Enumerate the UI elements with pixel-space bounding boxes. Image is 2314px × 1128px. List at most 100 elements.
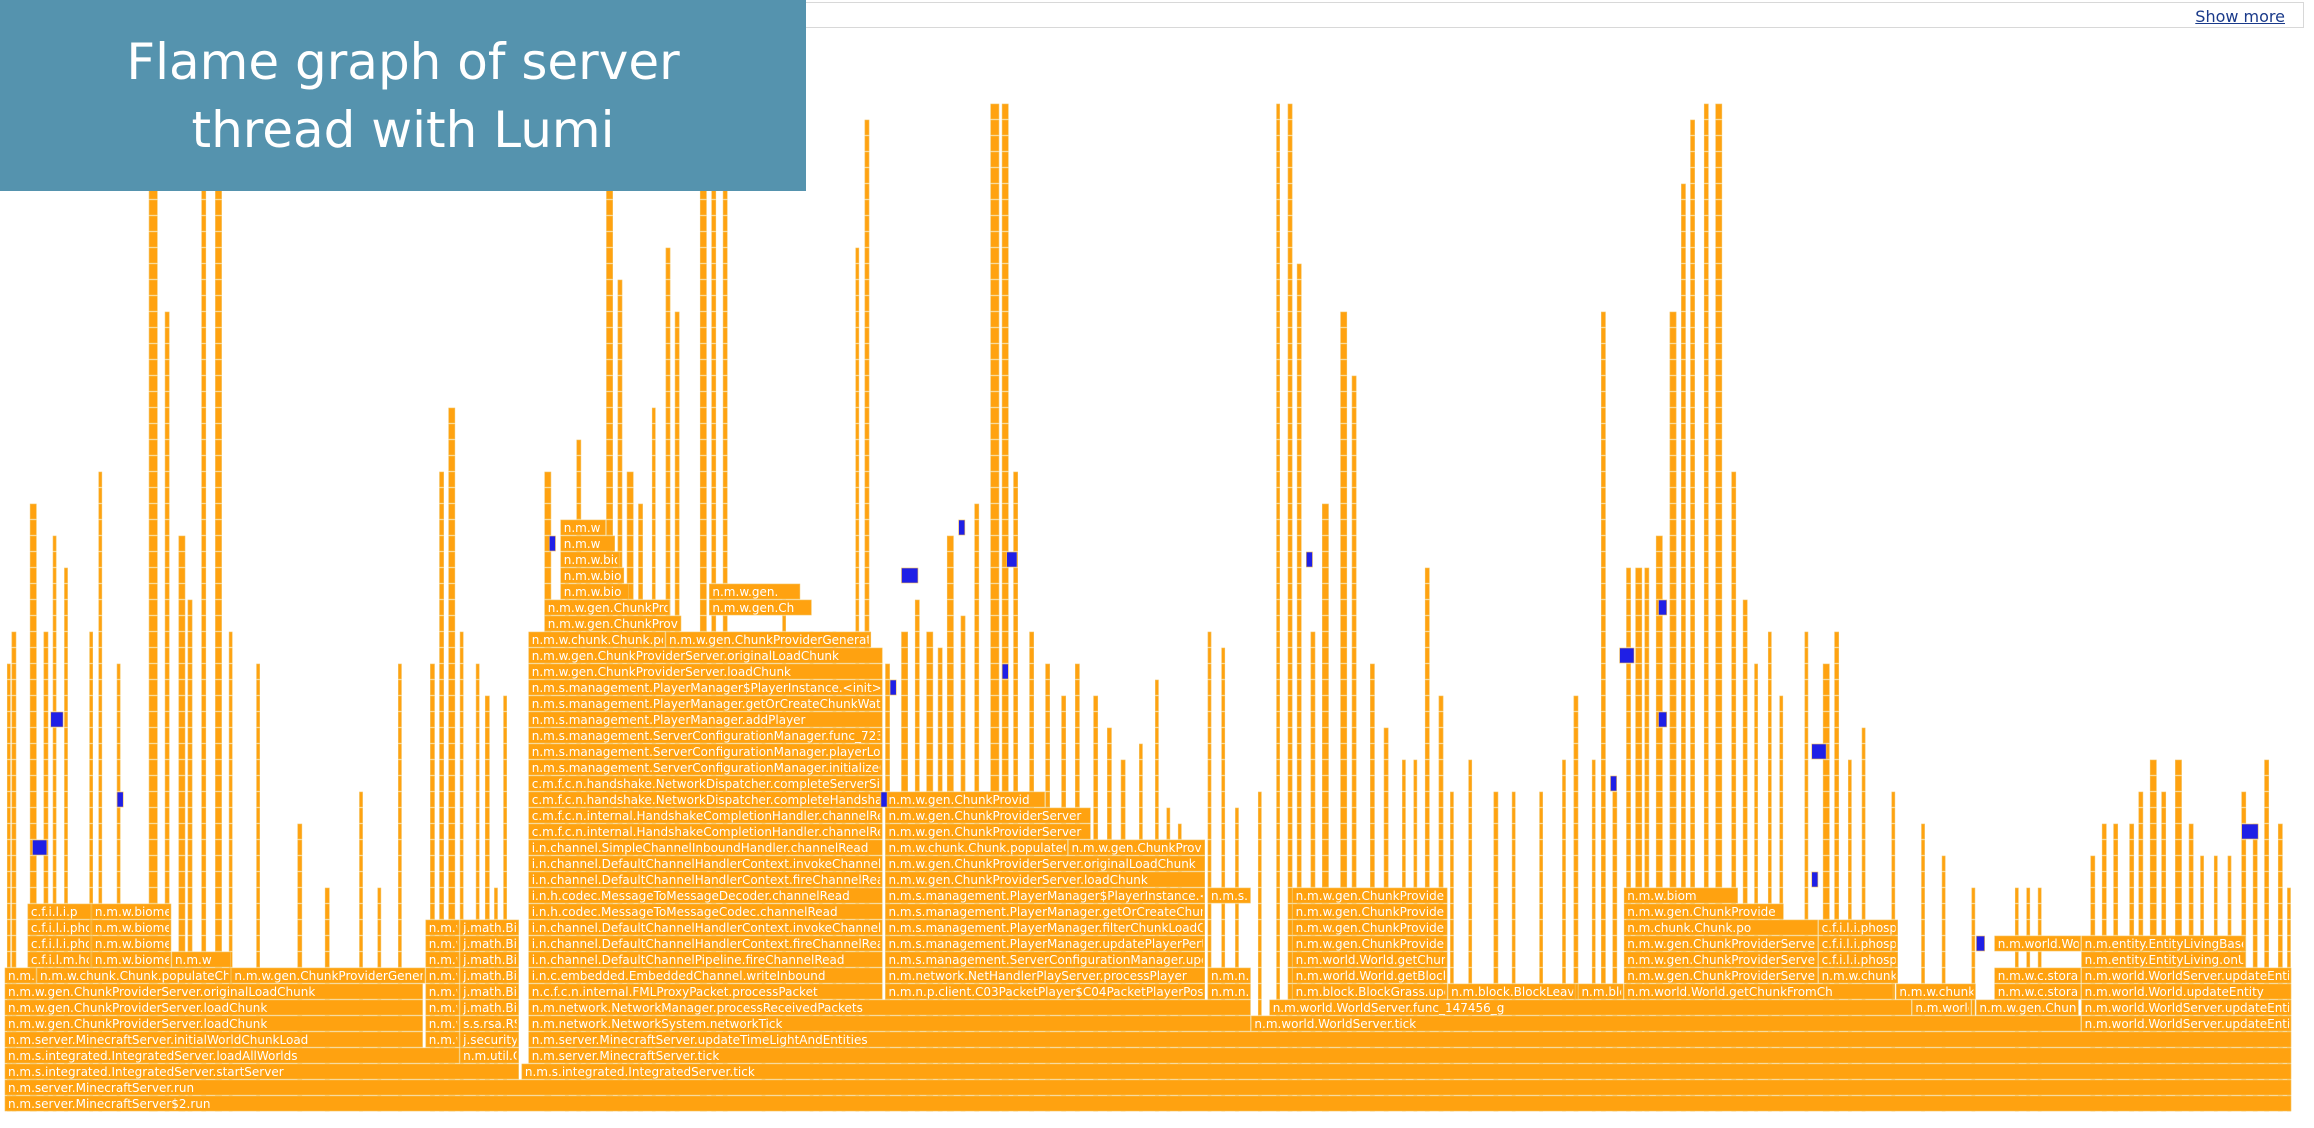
tower-frame[interactable] xyxy=(52,871,57,888)
tower-frame[interactable] xyxy=(1257,839,1262,856)
tower-frame[interactable] xyxy=(990,151,1000,168)
tower-frame[interactable] xyxy=(64,775,68,792)
tower-frame[interactable] xyxy=(1276,631,1280,648)
tower-frame[interactable] xyxy=(98,503,103,520)
tower-frame[interactable] xyxy=(1731,759,1737,776)
tower-frame[interactable] xyxy=(439,535,444,552)
frame-rect[interactable] xyxy=(1994,983,2081,1000)
tower-frame[interactable] xyxy=(148,551,158,568)
tower-frame[interactable] xyxy=(1310,775,1316,792)
tower-frame[interactable] xyxy=(1139,743,1143,760)
tower-frame[interactable] xyxy=(1804,807,1809,824)
tower-frame[interactable] xyxy=(1971,999,1976,1016)
tower-frame[interactable] xyxy=(1207,807,1212,824)
tower-frame[interactable] xyxy=(1834,855,1840,872)
tower-frame[interactable] xyxy=(1351,727,1357,744)
tower-frame[interactable] xyxy=(1287,871,1293,888)
tower-frame[interactable] xyxy=(1822,807,1830,824)
tower-frame[interactable] xyxy=(1296,647,1302,664)
tower-frame[interactable] xyxy=(6,663,11,680)
tower-frame[interactable] xyxy=(1767,727,1772,744)
tower-frame[interactable] xyxy=(1276,151,1280,168)
tower-frame[interactable] xyxy=(1296,375,1302,392)
tower-frame[interactable] xyxy=(1635,743,1643,760)
flame-frame[interactable]: n.m.w.gen.ChunkProviderServer xyxy=(885,807,1091,824)
tower-frame[interactable] xyxy=(914,663,920,680)
tower-frame[interactable] xyxy=(1322,599,1329,616)
tower-frame[interactable] xyxy=(1921,855,1925,872)
tower-frame[interactable] xyxy=(946,711,954,728)
tower-frame[interactable] xyxy=(1221,935,1226,952)
tower-frame[interactable] xyxy=(2200,887,2204,904)
tower-frame[interactable] xyxy=(1287,375,1293,392)
tower-frame[interactable] xyxy=(1276,167,1280,184)
tower-frame[interactable] xyxy=(1703,359,1709,376)
highlight-frame[interactable] xyxy=(1658,599,1668,616)
tower-frame[interactable] xyxy=(164,679,170,696)
tower-frame[interactable] xyxy=(1013,599,1018,616)
frame-rect[interactable] xyxy=(171,951,231,968)
frame-rect[interactable] xyxy=(459,983,519,1000)
tower-frame[interactable] xyxy=(990,695,1000,712)
tower-frame[interactable] xyxy=(1276,887,1280,904)
tower-frame[interactable] xyxy=(699,535,707,552)
tower-frame[interactable] xyxy=(711,407,717,424)
tower-frame[interactable] xyxy=(1715,807,1723,824)
tower-frame[interactable] xyxy=(1351,663,1357,680)
tower-frame[interactable] xyxy=(1601,855,1606,872)
tower-frame[interactable] xyxy=(1511,919,1516,936)
tower-frame[interactable] xyxy=(2129,919,2135,936)
tower-frame[interactable] xyxy=(89,823,94,840)
tower-frame[interactable] xyxy=(503,727,507,744)
tower-frame[interactable] xyxy=(864,439,870,456)
tower-frame[interactable] xyxy=(1093,775,1099,792)
tower-frame[interactable] xyxy=(1822,727,1830,744)
tower-frame[interactable] xyxy=(2138,871,2144,888)
tower-frame[interactable] xyxy=(148,471,158,488)
tower-frame[interactable] xyxy=(148,759,158,776)
tower-frame[interactable] xyxy=(665,551,671,568)
highlight-frame[interactable] xyxy=(1001,663,1009,680)
tower-frame[interactable] xyxy=(2213,887,2218,904)
tower-frame[interactable] xyxy=(2227,871,2232,888)
tower-frame[interactable] xyxy=(1322,615,1329,632)
tower-frame[interactable] xyxy=(6,919,11,936)
tower-frame[interactable] xyxy=(1601,471,1606,488)
tower-frame[interactable] xyxy=(52,759,57,776)
tower-frame[interactable] xyxy=(1207,823,1212,840)
tower-frame[interactable] xyxy=(1715,567,1723,584)
tower-frame[interactable] xyxy=(1207,759,1212,776)
tower-frame[interactable] xyxy=(674,407,680,424)
tower-frame[interactable] xyxy=(2149,855,2157,872)
highlight-frame[interactable] xyxy=(880,791,888,808)
tower-frame[interactable] xyxy=(1861,759,1866,776)
tower-frame[interactable] xyxy=(2227,919,2232,936)
tower-frame[interactable] xyxy=(1731,663,1737,680)
frame-rect[interactable] xyxy=(1292,935,1448,952)
tower-frame[interactable] xyxy=(2113,839,2119,856)
tower-frame[interactable] xyxy=(1644,727,1650,744)
show-more-link[interactable]: Show more xyxy=(2195,7,2285,26)
flame-frame[interactable]: i.n.channel.DefaultChannelHandlerContext… xyxy=(528,935,892,952)
tower-frame[interactable] xyxy=(937,647,943,664)
tower-frame[interactable] xyxy=(1221,951,1226,968)
tower-frame[interactable] xyxy=(1861,791,1866,808)
tower-frame[interactable] xyxy=(1383,775,1389,792)
tower-frame[interactable] xyxy=(1703,823,1709,840)
tower-frame[interactable] xyxy=(1287,983,1293,1000)
tower-frame[interactable] xyxy=(164,359,170,376)
tower-frame[interactable] xyxy=(89,727,94,744)
frame-rect[interactable] xyxy=(425,919,460,936)
tower-frame[interactable] xyxy=(1804,711,1809,728)
tower-frame[interactable] xyxy=(626,519,634,536)
tower-frame[interactable] xyxy=(448,535,456,552)
tower-frame[interactable] xyxy=(1703,759,1709,776)
tower-frame[interactable] xyxy=(1424,679,1430,696)
tower-frame[interactable] xyxy=(1276,311,1280,328)
tower-frame[interactable] xyxy=(1340,663,1348,680)
tower-frame[interactable] xyxy=(1703,535,1709,552)
tower-frame[interactable] xyxy=(1296,807,1302,824)
tower-frame[interactable] xyxy=(1276,215,1280,232)
frame-rect[interactable] xyxy=(4,1079,2292,1096)
tower-frame[interactable] xyxy=(1166,823,1171,840)
